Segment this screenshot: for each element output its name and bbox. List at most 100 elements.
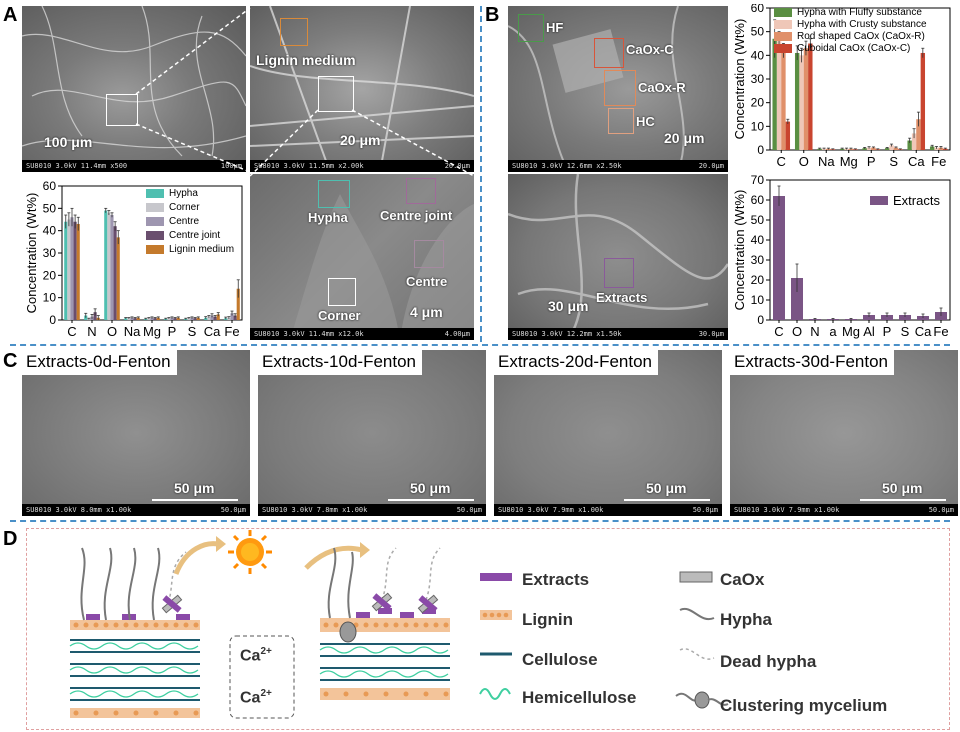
- bar: [772, 38, 777, 151]
- cell-wall-texture: [290, 194, 474, 340]
- ca-label-1: Ca2+: [240, 646, 272, 665]
- chart-b1-legend: Hypha with Fluffy substance Hypha with Cr…: [774, 6, 927, 54]
- legend-swatch: [146, 216, 164, 226]
- bar: [70, 217, 74, 320]
- y-axis-label: Concentration (Wt%): [732, 190, 747, 311]
- bar: [781, 50, 786, 150]
- chart-b2-legend: Extracts: [870, 192, 940, 208]
- sem-info-scale: 50.0μm: [220, 506, 246, 514]
- bar: [889, 145, 894, 150]
- sem-caption: Extracts-10d-Fenton: [258, 350, 423, 375]
- y-tick-label: 20: [751, 273, 765, 287]
- x-tick-label: P: [867, 154, 876, 169]
- bar: [799, 55, 804, 151]
- y-tick-label: 10: [751, 119, 765, 133]
- scale-line: [152, 499, 238, 501]
- sem-info-bar: SU8010 3.0kV 7.9mm x1.00k 50.0μm: [730, 504, 958, 516]
- bar: [929, 146, 935, 150]
- chart-a: 0 10 20 30 40 50 60 Concentration (Wt%) C N O Na Mg P…: [22, 174, 248, 342]
- y-tick-label: 70: [751, 174, 765, 187]
- bar: [124, 318, 128, 320]
- scale-label: 30 μm: [548, 298, 589, 314]
- y-tick-label: 20: [43, 268, 57, 282]
- x-tick-label: S: [889, 154, 898, 169]
- scale-label: 20 μm: [340, 132, 381, 148]
- legend-label: Hypha with Fluffy substance: [797, 6, 922, 18]
- sem-info-bar: SU8010 3.0kV 8.0mm x1.00k 50.0μm: [22, 504, 250, 516]
- sem-info-scale: 50.0μm: [456, 506, 482, 514]
- sem-image-a3: Hypha Centre joint Centre Corner 4 μm SU…: [250, 174, 474, 340]
- scale-line: [860, 499, 946, 501]
- left-wood-block: [69, 547, 200, 718]
- legend-entry: Lignin medium: [146, 242, 234, 256]
- sem-info-bar: SU8010 3.0kV 11.5mm x2.00k 20.0μm: [250, 160, 474, 172]
- sem-info-bar: SU8010 3.0kV 11.4mm x12.0k 4.00μm: [250, 328, 474, 340]
- x-tick-label: Fe: [933, 324, 948, 339]
- x-tick-label: Na: [124, 324, 141, 339]
- divider-ab: [480, 6, 482, 342]
- bar: [156, 317, 160, 320]
- sem-info-scale: 20.0μm: [444, 162, 470, 170]
- legend-caox-glyph: [679, 571, 713, 583]
- sem-info-text: SU8010 3.0kV 8.0mm x1.00k: [26, 506, 132, 514]
- bar: [190, 317, 194, 320]
- hf-box: [518, 14, 544, 42]
- panel-label-d: D: [3, 528, 18, 550]
- legend-hypha-glyph: [679, 607, 715, 621]
- ca-charge: 2+: [260, 646, 272, 657]
- hypha-label: Hypha: [308, 210, 348, 225]
- sem-info-scale: 50.0μm: [928, 506, 954, 514]
- sem-caption: Extracts-0d-Fenton: [22, 350, 177, 375]
- x-tick-label: Ca: [908, 154, 925, 169]
- legend-swatch: [774, 31, 792, 41]
- bar: [127, 318, 131, 320]
- zoom-box: [106, 94, 138, 126]
- bar: [116, 237, 120, 320]
- bar: [110, 215, 114, 320]
- x-tick-label: Ca: [915, 324, 932, 339]
- sem-info-text: SU8010 3.0kV 11.4mm x500: [26, 162, 128, 170]
- sem-image-a1: 100 μm SU8010 3.0kV 11.4mm x500 100μm: [22, 6, 246, 172]
- plot-frame: [769, 179, 951, 321]
- x-tick-label: P: [883, 324, 892, 339]
- caox-c-box: [594, 38, 624, 68]
- y-axis-label: Concentration (Wt%): [732, 19, 747, 140]
- scale-label: 50 μm: [646, 480, 687, 496]
- legend-lignin-glyph: [480, 610, 512, 620]
- y-tick-label: 60: [751, 193, 765, 207]
- legend-label: Centre: [169, 215, 200, 227]
- bar: [785, 121, 791, 150]
- arrowhead-icon: [360, 542, 370, 558]
- scale-label: 50 μm: [174, 480, 215, 496]
- ca-charge: 2+: [260, 688, 272, 699]
- legend-swatch: [774, 43, 792, 53]
- zoom-box: [318, 76, 354, 112]
- lignin-medium-label: Lignin medium: [256, 52, 356, 68]
- extracts-box: [604, 258, 634, 288]
- bar: [236, 288, 240, 320]
- sem-info-text: SU8010 3.0kV 7.9mm x1.00k: [734, 506, 840, 514]
- bar: [911, 133, 917, 150]
- sem-info-scale: 30.0μm: [698, 330, 724, 338]
- bar: [133, 318, 137, 320]
- bar: [147, 318, 151, 320]
- hc-box: [608, 108, 634, 134]
- legend-label: Centre joint: [169, 229, 221, 241]
- bar: [773, 196, 785, 320]
- extract-texture: [508, 174, 728, 340]
- sem-info-text: SU8010 3.0kV 12.2mm x1.50k: [512, 330, 622, 338]
- bar: [207, 316, 211, 320]
- legend-clustering-glyph: [675, 691, 729, 709]
- ca-symbol: Ca: [240, 689, 261, 707]
- panel-label-b: B: [485, 4, 500, 26]
- bar: [893, 147, 899, 150]
- sem-image-b2: Extracts 30 μm SU8010 3.0kV 12.2mm x1.50…: [508, 174, 728, 340]
- bar: [213, 316, 217, 320]
- bar: [76, 223, 80, 320]
- y-tick-label: 0: [757, 313, 764, 327]
- ca-label-2: Ca2+: [240, 688, 272, 707]
- ca-symbol: Ca: [240, 647, 261, 665]
- bar: [916, 119, 921, 150]
- bar: [73, 221, 77, 320]
